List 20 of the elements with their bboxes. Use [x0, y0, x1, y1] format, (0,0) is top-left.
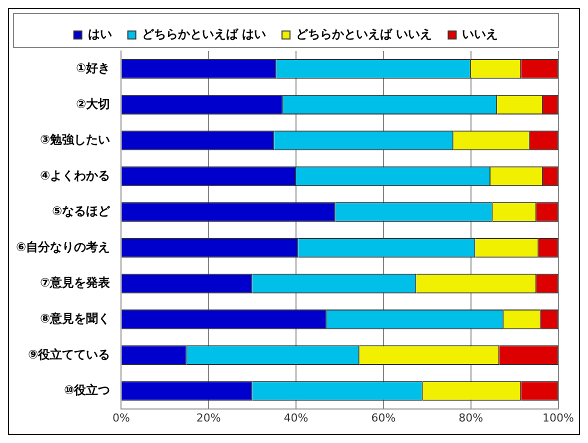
y-tick-label: ⑧意見を聞く — [40, 311, 110, 326]
x-tick-label: 20% — [196, 411, 221, 424]
y-tick-label: ②大切 — [76, 96, 110, 111]
y-tick-label: ⑤なるほど — [52, 204, 112, 218]
y-tick-label: ③勉強したい — [40, 132, 110, 147]
x-tick-label: 40% — [284, 411, 308, 424]
y-tick-label: ⑥自分なりの考え — [16, 240, 110, 254]
y-tick-label: ①好き — [76, 61, 110, 76]
legend-label: どちらかといえば いいえ — [296, 27, 432, 42]
x-tick-label: 100% — [542, 411, 574, 424]
legend-label: どちらかといえば はい — [142, 27, 266, 42]
x-tick-label: 60% — [371, 411, 396, 424]
y-tick-label: ⑦意見を発表 — [40, 276, 112, 290]
legend-label: はい — [88, 27, 112, 42]
x-tick-label: 0% — [112, 411, 130, 424]
x-tick-label: 80% — [458, 411, 484, 424]
y-tick-label: ④よくわかる — [40, 168, 110, 182]
y-tick-label: ⑩役立つ — [64, 383, 110, 398]
y-tick-label: ⑨役立てている — [28, 347, 110, 362]
legend-label: いいえ — [462, 27, 498, 42]
